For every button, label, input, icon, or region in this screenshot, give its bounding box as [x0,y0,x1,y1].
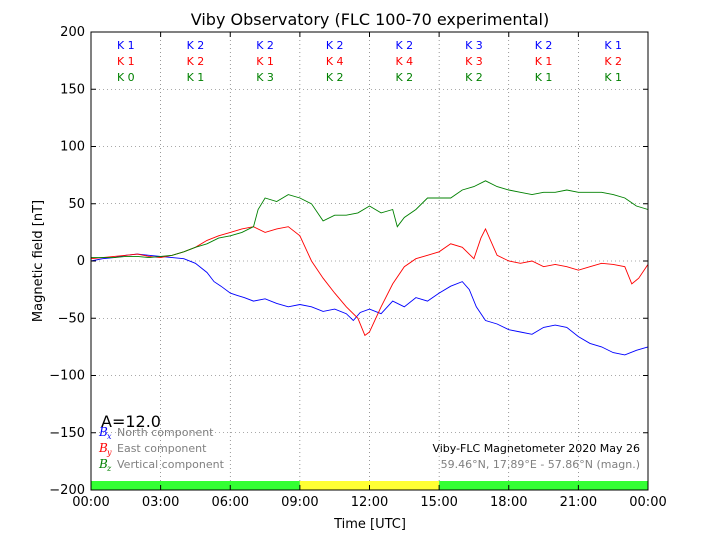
y-tick-label: −100 [49,369,85,384]
y-tick-label: 100 [60,140,85,155]
k-index-label-x: K 2 [256,39,274,52]
legend-subscript-by: y [106,448,112,457]
x-tick-label: 21:00 [560,495,597,510]
legend-label-bz: Vertical component [117,458,225,471]
legend-subscript-bz: z [106,464,112,473]
k-index-label-z: K 1 [535,71,553,84]
y-tick-label: 150 [60,82,85,97]
k-index-label-z: K 0 [117,71,135,84]
activity-bar-segment [91,481,300,490]
k-index-label-y: K 4 [326,55,344,68]
k-index-label-y: K 1 [117,55,135,68]
legend-label-by: East component [117,442,207,455]
x-tick-label: 09:00 [281,495,318,510]
x-tick-label: 03:00 [142,495,179,510]
x-tick-label: 12:00 [351,495,388,510]
k-index-label-z: K 1 [187,71,205,84]
chart-title: Viby Observatory (FLC 100-70 experimenta… [191,10,550,29]
y-tick-label: 0 [77,254,85,269]
y-tick-label: 50 [68,197,85,212]
series-line-bz [91,180,649,259]
plot-area: 00:00 03:00 06:00 09:00 12:00 15:00 18:00 21:00… [49,25,666,510]
x-tick-label: 18:00 [490,495,527,510]
k-index-label-y: K 4 [395,55,413,68]
k-index-label-x: K 2 [395,39,413,52]
legend-symbol-bz: B [98,457,108,471]
x-tick-label: 00:00 [629,495,666,510]
k-index-label-z: K 2 [326,71,344,84]
series-line-bx [90,253,649,356]
k-index-label-z: K 1 [604,71,622,84]
y-tick-label: 200 [60,25,85,40]
y-tick-label: −50 [58,311,85,326]
x-tick-label: 00:00 [72,495,109,510]
y-tick-label: −200 [49,483,85,498]
k-index-label-y: K 1 [256,55,274,68]
legend-label-bx: North component [117,426,214,439]
k-index-label-y: K 3 [465,55,483,68]
station-coordinates: 59.46°N, 17.89°E - 57.86°N (magn.) [441,458,640,471]
legend-subscript-bx: x [107,432,112,441]
k-index-label-z: K 2 [395,71,413,84]
k-index-label-y: K 2 [604,55,622,68]
y-tick-label: −150 [49,426,85,441]
magnetometer-info: Viby-FLC Magnetometer 2020 May 26 [432,442,640,455]
x-tick-label: 15:00 [420,495,457,510]
k-index-label-x: K 1 [604,39,622,52]
x-axis-label: Time [UTC] [333,517,406,532]
k-index-label-y: K 2 [187,55,205,68]
legend-symbol-by: B [98,441,108,455]
k-index-label-x: K 2 [187,39,205,52]
k-index-label-x: K 2 [535,39,553,52]
x-tick-label: 06:00 [212,495,249,510]
k-index-label-y: K 1 [535,55,553,68]
activity-bar-segment [439,481,648,490]
k-index-label-z: K 2 [465,71,483,84]
k-index-label-x: K 2 [326,39,344,52]
k-index-label-x: K 3 [465,39,483,52]
k-index-label-x: K 1 [117,39,135,52]
series-line-by [90,226,649,337]
k-index-label-z: K 3 [256,71,274,84]
a-index-label: A=12.0 [101,412,161,431]
legend-symbol-bx: B [98,425,108,439]
y-axis-label: Magnetic field [nT] [31,200,46,322]
